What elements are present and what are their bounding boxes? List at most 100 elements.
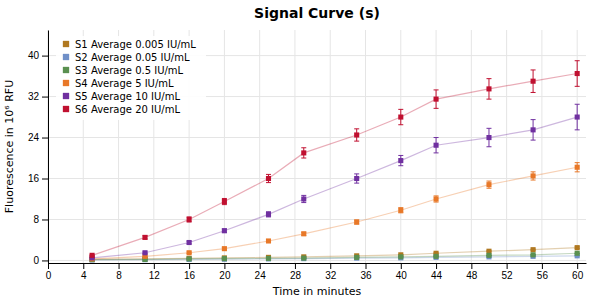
tick: 4 [81, 263, 87, 281]
legend: S1 Average 0.005 IU/mLS2 Average 0.05 IU… [56, 36, 206, 120]
tick: 20 [219, 263, 231, 281]
axis-line [49, 263, 587, 264]
error-bar [575, 61, 580, 87]
tick-mark [42, 97, 48, 98]
marker [398, 208, 403, 213]
error-bar [398, 109, 403, 124]
error-bar [434, 90, 439, 108]
tick-mark [401, 263, 402, 269]
marker [575, 251, 580, 256]
legend-item: S3 Average 0.5 IU/mL [63, 65, 184, 76]
error-bar [434, 196, 439, 202]
error-bar [266, 212, 271, 217]
tick-mark [471, 263, 472, 269]
grid-line-x [400, 30, 401, 263]
tick: 16 [28, 173, 48, 184]
series [90, 251, 580, 263]
marker [301, 256, 306, 261]
tick-label: 0 [33, 255, 39, 266]
marker [142, 250, 147, 255]
marker [301, 231, 306, 236]
marker [90, 253, 95, 258]
tick-label: 40 [28, 50, 40, 61]
tick-mark [42, 260, 48, 261]
marker [301, 150, 306, 155]
tick: 44 [431, 263, 443, 281]
marker [266, 212, 271, 217]
legend-item: S1 Average 0.005 IU/mL [63, 39, 196, 50]
plot-area: 048121620242832364044485256600816243240S… [28, 30, 587, 281]
legend-swatch [63, 41, 69, 47]
tick-label: 0 [46, 270, 52, 281]
marker [222, 246, 227, 251]
x-axis-title: Time in minutes [272, 285, 362, 298]
grid-line-x [294, 30, 295, 263]
grid-line-y [48, 219, 586, 220]
legend-swatch [63, 67, 69, 73]
error-bar [301, 195, 306, 202]
tick-label: 8 [33, 214, 39, 225]
marker [187, 240, 192, 245]
error-bar [486, 79, 491, 99]
grid-line-x [365, 30, 366, 263]
marker [531, 79, 536, 84]
grid-line-x [541, 30, 542, 263]
marker [187, 250, 192, 255]
marker [486, 135, 491, 140]
marker [354, 255, 359, 260]
marker [531, 247, 536, 252]
grid-line-x [471, 30, 472, 263]
tick-label: 12 [149, 270, 161, 281]
tick-label: 44 [431, 270, 443, 281]
axis-line [48, 31, 49, 264]
tick: 40 [28, 50, 48, 61]
tick-mark [42, 219, 48, 220]
tick: 56 [537, 263, 549, 281]
tick-mark [189, 263, 190, 269]
tick: 60 [572, 263, 584, 281]
tick-label: 28 [290, 270, 302, 281]
grid-line-x [224, 30, 225, 263]
tick-mark [330, 263, 331, 269]
tick: 12 [149, 263, 161, 281]
tick-mark [366, 263, 367, 269]
tick-label: 36 [360, 270, 372, 281]
marker [354, 219, 359, 224]
marker [187, 217, 192, 222]
series [90, 163, 580, 262]
tick-mark [507, 263, 508, 269]
trend-line [92, 167, 577, 259]
legend-label: S3 Average 0.5 IU/mL [75, 65, 184, 76]
marker [434, 143, 439, 148]
y-axis-title: Fluorescence in 10⁶ RFU [3, 80, 16, 213]
marker [575, 115, 580, 120]
tick: 48 [466, 263, 478, 281]
marker [187, 257, 192, 262]
tick-label: 8 [116, 270, 122, 281]
tick: 40 [396, 263, 408, 281]
error-bar [354, 129, 359, 141]
tick: 8 [116, 263, 122, 281]
legend-item: S5 Average 10 IU/mL [63, 91, 181, 102]
tick: 8 [33, 214, 48, 225]
error-bar [486, 181, 491, 188]
marker [266, 256, 271, 261]
legend-swatch [63, 54, 69, 60]
tick: 52 [502, 263, 514, 281]
marker [486, 182, 491, 187]
series [90, 245, 580, 262]
tick-label: 40 [396, 270, 408, 281]
marker [575, 165, 580, 170]
error-bar [531, 70, 536, 93]
error-bar [301, 148, 306, 158]
tick: 0 [33, 255, 48, 266]
tick-mark [154, 263, 155, 269]
tick-mark [577, 263, 578, 269]
tick-mark [295, 263, 296, 269]
tick-mark [436, 263, 437, 269]
error-bar [354, 220, 359, 224]
grid-line-x [259, 30, 260, 263]
tick-label: 4 [81, 270, 87, 281]
grid-line-x [48, 30, 49, 263]
tick-mark [42, 56, 48, 57]
